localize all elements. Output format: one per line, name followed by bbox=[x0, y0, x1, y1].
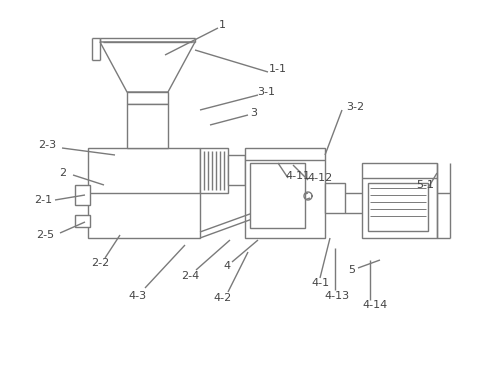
Text: 4-11: 4-11 bbox=[286, 171, 311, 181]
Text: 4-14: 4-14 bbox=[362, 300, 388, 310]
Bar bbox=[75, 215, 90, 227]
Bar bbox=[200, 148, 228, 193]
Bar bbox=[127, 104, 168, 148]
Text: 4-12: 4-12 bbox=[307, 173, 333, 183]
Text: 4-13: 4-13 bbox=[324, 291, 349, 301]
Text: 4: 4 bbox=[223, 261, 230, 271]
Bar bbox=[245, 148, 325, 238]
Text: 5-1: 5-1 bbox=[416, 180, 434, 190]
Text: 2-3: 2-3 bbox=[38, 140, 56, 150]
Text: 5: 5 bbox=[348, 265, 356, 275]
Bar bbox=[88, 148, 200, 238]
Bar bbox=[325, 183, 345, 213]
Text: 3: 3 bbox=[251, 108, 257, 118]
Bar bbox=[250, 163, 305, 228]
Text: 1: 1 bbox=[218, 20, 226, 30]
Text: 4-2: 4-2 bbox=[214, 293, 232, 303]
Text: 2-2: 2-2 bbox=[91, 258, 109, 268]
Text: 2: 2 bbox=[60, 168, 67, 178]
Text: 4-3: 4-3 bbox=[128, 291, 146, 301]
Text: 3-1: 3-1 bbox=[257, 87, 275, 97]
Bar bbox=[75, 185, 90, 205]
Bar bbox=[362, 163, 437, 238]
Text: 4-1: 4-1 bbox=[311, 278, 329, 288]
Polygon shape bbox=[100, 42, 195, 92]
Text: 2-1: 2-1 bbox=[34, 195, 52, 205]
Text: 2-4: 2-4 bbox=[181, 271, 199, 281]
Text: 3-2: 3-2 bbox=[346, 102, 364, 112]
Bar bbox=[228, 155, 245, 185]
Bar bbox=[368, 183, 428, 231]
Bar bbox=[127, 92, 168, 104]
Text: 1-1: 1-1 bbox=[269, 64, 287, 74]
Text: 2-5: 2-5 bbox=[36, 230, 54, 240]
